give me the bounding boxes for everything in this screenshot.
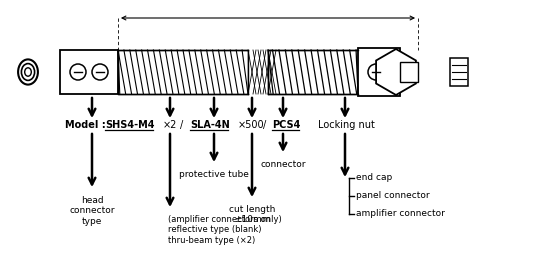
Text: Model :: Model : — [65, 120, 109, 130]
Text: head
connector
type: head connector type — [69, 196, 115, 226]
Text: ×2: ×2 — [163, 120, 177, 130]
Text: connector: connector — [260, 160, 306, 169]
Text: SHS4-M4: SHS4-M4 — [105, 120, 154, 130]
Bar — [268, 50, 358, 94]
Bar — [118, 50, 248, 94]
Bar — [60, 50, 118, 94]
Text: /: / — [263, 120, 266, 130]
Text: ×500: ×500 — [238, 120, 265, 130]
Text: PCS4: PCS4 — [272, 120, 300, 130]
Bar — [450, 58, 468, 86]
Text: /: / — [180, 120, 183, 130]
Text: end cap: end cap — [356, 174, 392, 182]
Text: SLA-4N: SLA-4N — [190, 120, 230, 130]
Bar — [400, 62, 418, 82]
Text: Locking nut: Locking nut — [318, 120, 375, 130]
Text: amplifier connector: amplifier connector — [356, 210, 445, 218]
Text: cut length
±10mm: cut length ±10mm — [229, 205, 275, 224]
Text: (amplifier connectors only)
reflective type (blank)
thru-beam type (×2): (amplifier connectors only) reflective t… — [168, 215, 282, 245]
Polygon shape — [376, 49, 416, 95]
Bar — [358, 48, 400, 96]
Text: protective tube: protective tube — [179, 170, 249, 179]
Bar — [248, 50, 268, 94]
Text: panel connector: panel connector — [356, 192, 430, 200]
